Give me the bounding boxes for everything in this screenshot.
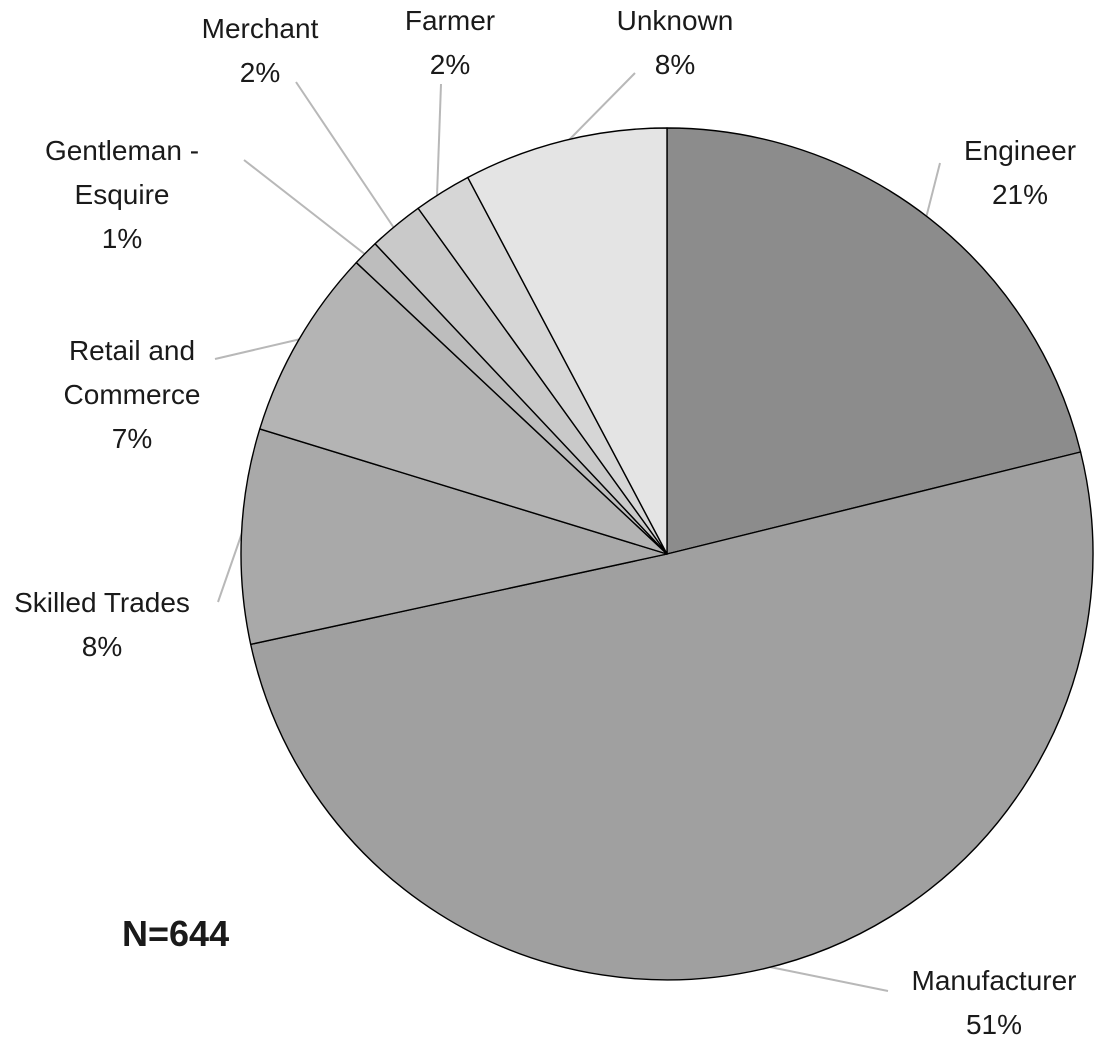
pie-slice-retail-and-commerce	[259, 261, 668, 555]
slice-label-merchant: Merchant 2%	[202, 13, 319, 88]
slice-percent-engineer: 21%	[992, 179, 1048, 210]
pie-slice-manufacturer	[249, 451, 1094, 981]
slice-label-unknown: Unknown 8%	[617, 5, 734, 80]
slice-label-skilled-trades: Skilled Trades 8%	[14, 587, 190, 662]
pie-slice-engineer	[666, 127, 1082, 555]
slice-label-line: Skilled Trades	[14, 587, 190, 618]
leader-line-gentleman-esquire	[243, 159, 367, 256]
leader-line-skilled-trades	[217, 529, 244, 603]
slice-percent-farmer: 2%	[430, 49, 470, 80]
slice-label-farmer: Farmer 2%	[405, 5, 495, 80]
slice-label-line: Retail and	[69, 335, 195, 366]
slice-percent-merchant: 2%	[240, 57, 280, 88]
slice-percent-retail-and-commerce: 7%	[112, 423, 152, 454]
leader-line-retail-and-commerce	[214, 337, 306, 360]
leader-line-merchant	[295, 81, 395, 229]
slice-label-gentleman-esquire: Gentleman - Esquire 1%	[45, 135, 199, 254]
slice-percent-unknown: 8%	[655, 49, 695, 80]
slice-percent-gentleman-esquire: 1%	[102, 223, 142, 254]
leader-line-engineer	[925, 162, 941, 219]
slice-label-line: Gentleman -	[45, 135, 199, 166]
pie-slice-skilled-trades	[240, 428, 668, 646]
slice-label-manufacturer: Manufacturer 51%	[912, 965, 1077, 1040]
slice-label-line: Esquire	[75, 179, 170, 210]
leader-line-unknown	[566, 72, 636, 143]
slice-label-line: Engineer	[964, 135, 1076, 166]
slice-label-line: Merchant	[202, 13, 319, 44]
leader-line-manufacturer	[764, 965, 889, 992]
slice-label-line: Manufacturer	[912, 965, 1077, 996]
pie-slices	[240, 127, 1094, 981]
slice-label-engineer: Engineer 21%	[964, 135, 1076, 210]
slice-percent-skilled-trades: 8%	[82, 631, 122, 662]
leader-line-farmer	[436, 83, 442, 197]
slice-label-retail-and-commerce: Retail and Commerce 7%	[64, 335, 201, 454]
sample-size-label: N=644	[122, 913, 229, 954]
slice-percent-manufacturer: 51%	[966, 1009, 1022, 1040]
slice-label-line: Farmer	[405, 5, 495, 36]
leader-lines	[214, 72, 941, 992]
slice-label-line: Unknown	[617, 5, 734, 36]
pie-slice-unknown	[467, 127, 668, 555]
slice-labels: Engineer 21% Manufacturer 51% Skilled Trades…	[14, 5, 1076, 1040]
slice-label-line: Commerce	[64, 379, 201, 410]
